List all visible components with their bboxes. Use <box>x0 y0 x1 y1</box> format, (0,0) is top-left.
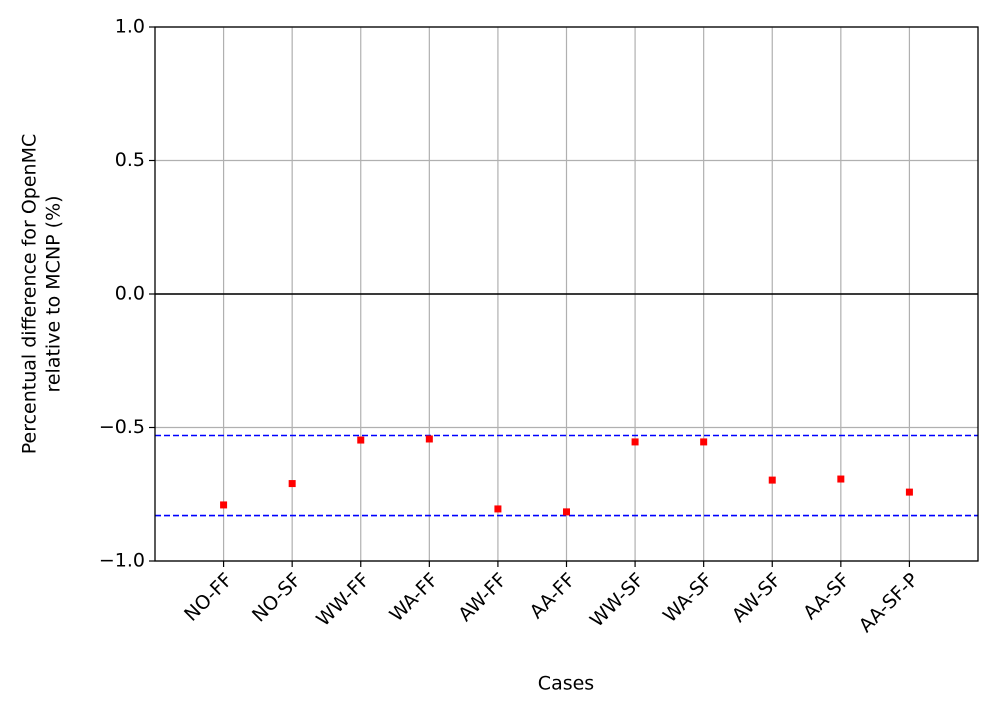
x-tick-label: NO-FF <box>180 569 237 626</box>
x-tick-label: WW-SF <box>586 569 649 632</box>
x-tick-label: AW-SF <box>728 569 786 627</box>
point <box>700 438 708 446</box>
x-tick-label: AA-SF-P <box>855 569 923 637</box>
y-axis-label: relative to MCNP (%) <box>43 195 65 392</box>
x-tick-label: AA-FF <box>526 569 580 623</box>
y-tick-label: −0.5 <box>99 416 145 438</box>
x-tick-label: WA-FF <box>385 569 442 626</box>
point <box>357 436 365 444</box>
x-tick-label: AA-SF <box>799 569 854 624</box>
point <box>288 480 296 488</box>
plot-frame <box>154 26 979 562</box>
point <box>631 438 639 446</box>
x-tick-label: NO-SF <box>248 569 306 627</box>
y-tick-label: 1.0 <box>115 16 145 38</box>
point <box>494 505 502 513</box>
y-axis-label-group: Percentual difference for OpenMC relativ… <box>19 134 65 455</box>
x-tick-label: WW-FF <box>312 569 374 631</box>
point <box>220 501 228 509</box>
point <box>425 435 433 443</box>
point <box>905 488 913 496</box>
x-axis-label: Cases <box>538 673 594 695</box>
point <box>837 475 845 483</box>
y-axis-label: Percentual difference for OpenMC <box>19 134 41 455</box>
x-tick-label: WA-SF <box>659 569 717 627</box>
point <box>768 476 776 484</box>
point <box>563 508 570 516</box>
y-tick-label: 0.5 <box>115 149 145 171</box>
x-tick-label: AW-FF <box>454 569 511 626</box>
y-tick-label: −1.0 <box>99 550 145 572</box>
y-tick-label: 0.0 <box>115 283 145 305</box>
